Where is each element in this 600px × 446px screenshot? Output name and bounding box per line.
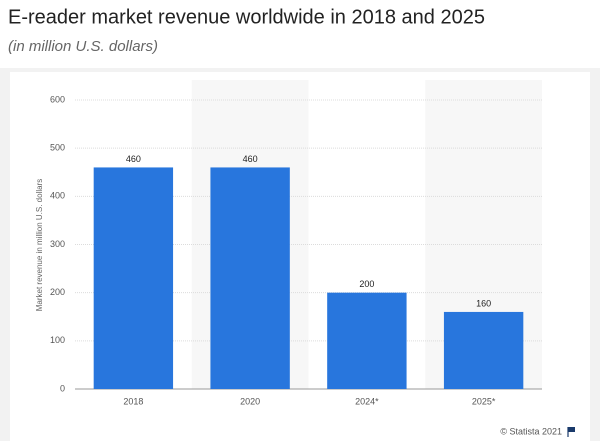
y-tick-label: 0 [60,383,65,393]
bar [93,167,174,389]
x-tick-label: 2025* [472,396,496,406]
y-tick-label: 400 [50,191,65,201]
bar [327,292,407,389]
y-axis-title: Market revenue in million U.S. dollars [35,179,44,312]
chart-title: E-reader market revenue worldwide in 201… [8,6,485,28]
bar [443,311,524,389]
y-tick-label: 300 [50,239,65,249]
value-label: 160 [476,298,491,308]
y-tick-label: 200 [50,287,65,297]
value-label: 200 [359,279,374,289]
flag-icon [567,427,575,437]
x-tick-label: 2018 [123,396,143,406]
source: © Statista 2021 [500,426,562,436]
chart-subtitle: (in million U.S. dollars) [8,38,158,55]
y-tick-label: 100 [50,335,65,345]
bar [210,167,290,389]
x-tick-label: 2020 [240,396,260,406]
x-tick-label: 2024* [355,396,379,406]
value-label: 460 [126,154,141,164]
y-tick-label: 500 [50,143,65,153]
value-label: 460 [243,154,258,164]
y-tick-label: 600 [50,94,65,104]
